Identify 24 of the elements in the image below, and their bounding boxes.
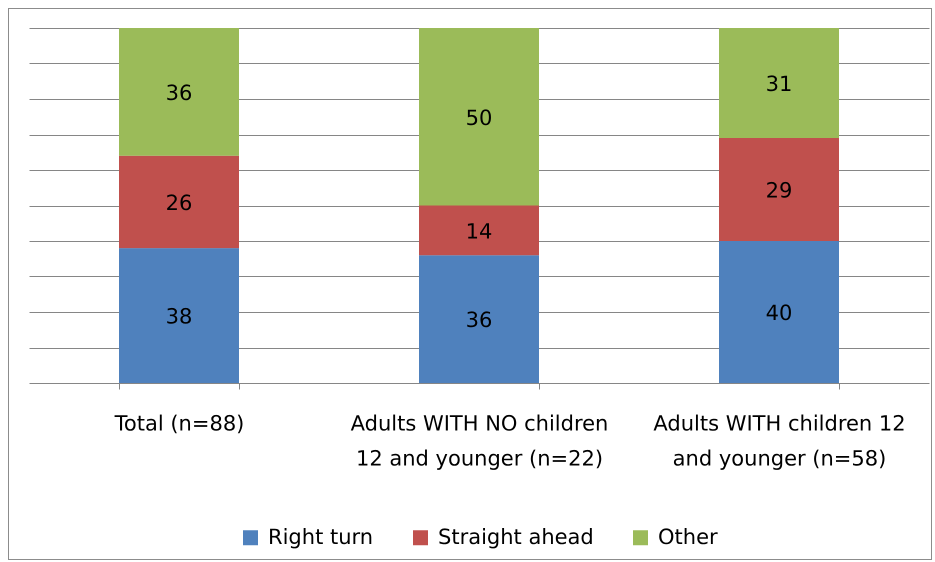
x-tick-label: Adults WITH children 12 and younger (n=58) [653, 412, 906, 470]
bar [719, 241, 839, 383]
data-label: 38 [166, 304, 192, 329]
data-label: 36 [166, 80, 192, 105]
data-label: 36 [466, 308, 492, 332]
bar [719, 28, 839, 138]
data-label: 26 [166, 190, 192, 215]
x-tick-label: Total (n=88) [114, 412, 244, 436]
data-label: 29 [766, 178, 792, 203]
data-label: 50 [466, 106, 492, 130]
bar [119, 156, 239, 248]
legend-label: Right turn [268, 524, 374, 549]
data-label: 40 [766, 301, 792, 325]
bar [419, 28, 539, 206]
bar [419, 255, 539, 383]
data-label: 31 [766, 72, 792, 96]
legend-label: Straight ahead [438, 524, 594, 549]
bar [419, 206, 539, 256]
bar [119, 248, 239, 383]
x-tick-label: Adults WITH NO children 12 and younger (n=22) [350, 412, 608, 470]
bar [119, 28, 239, 156]
data-label: 14 [466, 219, 492, 244]
bar [719, 138, 839, 241]
legend-label: Other [658, 524, 718, 549]
